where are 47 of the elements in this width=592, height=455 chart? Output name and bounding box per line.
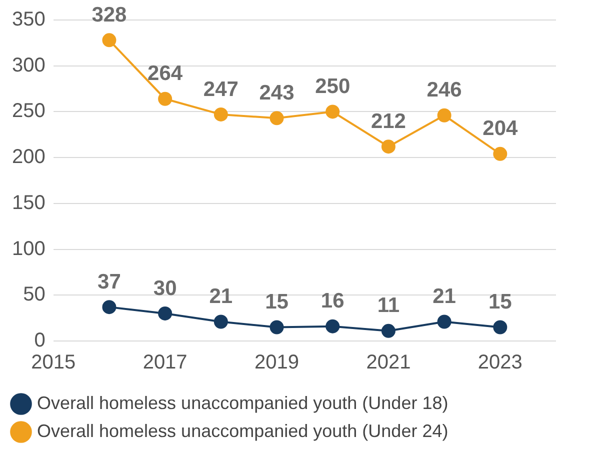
- data-label: 246: [426, 78, 462, 102]
- data-label: 328: [92, 3, 128, 26]
- data-label: 15: [488, 290, 512, 314]
- point: [214, 107, 228, 122]
- point: [381, 140, 396, 154]
- y-tick-label: 250: [12, 100, 46, 122]
- data-label: 21: [432, 285, 456, 308]
- point: [326, 104, 340, 119]
- x-tick-label: 2023: [478, 352, 522, 374]
- x-tick-label: 2017: [142, 352, 188, 374]
- x-tick-label: 2015: [31, 352, 76, 374]
- point: [214, 314, 228, 329]
- point: [493, 320, 508, 334]
- x-tick-label: 2021: [366, 352, 411, 374]
- x-tick-label: 2019: [254, 352, 300, 374]
- data-label: 250: [315, 75, 350, 98]
- data-label: 37: [98, 270, 121, 294]
- data-label: 16: [320, 290, 344, 313]
- point: [326, 319, 340, 334]
- data-label: 243: [259, 81, 294, 104]
- data-label: 15: [265, 290, 289, 314]
- legend-label: Overall homeless unaccompanied youth (Under 18): [37, 392, 448, 413]
- point: [437, 314, 452, 329]
- data-label: 11: [377, 294, 400, 318]
- y-tick-label: 150: [12, 192, 46, 214]
- point: [270, 320, 284, 334]
- y-tick-label: 300: [12, 54, 46, 76]
- point: [270, 111, 284, 126]
- point: [158, 92, 172, 106]
- y-tick-label: 350: [12, 8, 46, 31]
- data-label: 247: [203, 78, 238, 101]
- legend-label: Overall homeless unaccompanied youth (Under 24): [37, 420, 448, 441]
- y-tick-label: 50: [23, 284, 46, 306]
- point: [102, 300, 116, 314]
- data-label: 21: [209, 285, 233, 308]
- point: [102, 33, 116, 48]
- data-label: 30: [153, 276, 177, 300]
- data-label: 212: [370, 110, 406, 133]
- point: [381, 324, 396, 338]
- point: [493, 146, 508, 161]
- y-tick-label: 0: [34, 330, 46, 352]
- y-tick-label: 100: [12, 238, 46, 260]
- point: [158, 306, 172, 320]
- y-tick-label: 200: [12, 146, 46, 168]
- point: [437, 108, 452, 122]
- data-label: 204: [482, 117, 518, 140]
- data-label: 264: [148, 62, 183, 86]
